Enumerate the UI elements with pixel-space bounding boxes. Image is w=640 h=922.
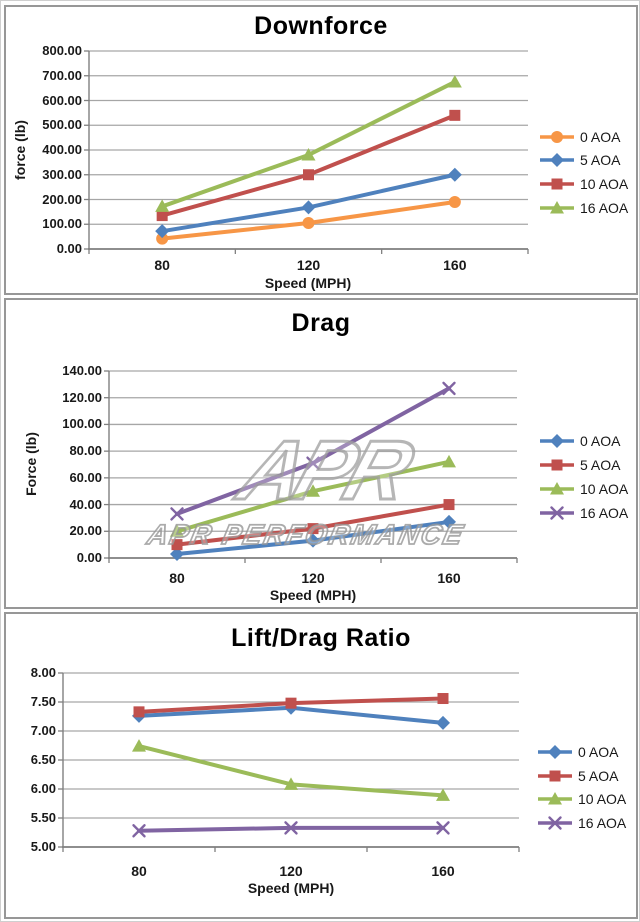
x-axis-tick-label: 120 bbox=[296, 257, 321, 273]
y-axis-tick-label: 400.00 bbox=[42, 142, 82, 157]
drag-y-axis-title: Force (lb) bbox=[23, 432, 39, 496]
y-axis-tick-label: 8.00 bbox=[30, 665, 56, 680]
y-axis-tick-label: 300.00 bbox=[42, 166, 82, 182]
x-axis-tick-label: 120 bbox=[279, 863, 303, 879]
x-axis-tick-label: 80 bbox=[131, 863, 147, 879]
legend-label: 10 AOA bbox=[578, 791, 627, 807]
y-axis-tick-label: 20.00 bbox=[69, 523, 102, 539]
legend-label: 16 AOA bbox=[578, 815, 627, 831]
legend-label: 0 AOA bbox=[580, 433, 621, 449]
x-axis-tick-label: 120 bbox=[301, 570, 325, 586]
legend-label: 16 AOA bbox=[580, 505, 629, 521]
downforce-chart-title: Downforce bbox=[254, 12, 388, 40]
drag-chart-title: Drag bbox=[291, 309, 351, 337]
y-axis-tick-label: 100.00 bbox=[42, 216, 82, 232]
y-axis-tick-label: 120.00 bbox=[62, 389, 102, 405]
y-axis-tick-label: 60.00 bbox=[69, 469, 102, 485]
y-axis-tick-label: 140.00 bbox=[62, 363, 102, 378]
drag-plot-area bbox=[104, 370, 574, 563]
y-axis-tick-label: 800.00 bbox=[42, 43, 82, 58]
lift-drag-ratio-plot-area bbox=[58, 672, 572, 852]
y-axis-tick-label: 5.50 bbox=[30, 810, 56, 825]
downforce-x-axis-title: Speed (MPH) bbox=[264, 275, 352, 291]
x-axis-tick-label: 160 bbox=[437, 570, 461, 586]
legend-label: 10 AOA bbox=[580, 176, 629, 192]
legend-label: 16 AOA bbox=[580, 200, 629, 216]
x-axis-tick-label: 80 bbox=[154, 257, 170, 273]
y-axis-tick-label: 40.00 bbox=[69, 496, 102, 512]
legend-label: 5 AOA bbox=[580, 457, 621, 473]
legend-label: 0 AOA bbox=[580, 129, 621, 145]
downforce-chart-panel: Downforce force (lb) Speed (MPH) 0.00 100… bbox=[4, 5, 638, 295]
legend-label: 5 AOA bbox=[580, 152, 621, 168]
y-axis-tick-label: 0.00 bbox=[56, 241, 82, 256]
y-axis-tick-label: 6.00 bbox=[30, 781, 56, 796]
downforce-plot-area bbox=[84, 50, 574, 254]
y-axis-tick-label: 5.00 bbox=[30, 839, 56, 854]
y-axis-tick-label: 0.00 bbox=[76, 550, 102, 565]
x-axis-tick-label: 160 bbox=[431, 863, 455, 879]
x-axis-tick-label: 160 bbox=[443, 257, 467, 273]
lift-drag-ratio-chart-title: Lift/Drag Ratio bbox=[231, 624, 411, 652]
lift-drag-ratio-x-axis-title: Speed (MPH) bbox=[247, 880, 335, 896]
y-axis-tick-label: 80.00 bbox=[69, 443, 102, 459]
y-axis-tick-label: 500.00 bbox=[42, 117, 82, 133]
drag-chart-panel: APR APR PERFORMANCE Drag Force (lb) Spee… bbox=[4, 298, 638, 609]
drag-x-axis-title: Speed (MPH) bbox=[269, 587, 357, 603]
y-axis-tick-label: 7.50 bbox=[30, 694, 56, 709]
y-axis-tick-label: 700.00 bbox=[42, 67, 82, 83]
legend-label: 5 AOA bbox=[578, 768, 619, 784]
y-axis-tick-label: 200.00 bbox=[42, 191, 82, 207]
y-axis-tick-label: 7.00 bbox=[30, 723, 56, 738]
y-axis-tick-label: 6.50 bbox=[30, 752, 56, 767]
x-axis-tick-label: 80 bbox=[169, 570, 185, 586]
y-axis-tick-label: 600.00 bbox=[42, 92, 82, 108]
y-axis-tick-label: 100.00 bbox=[62, 416, 102, 432]
legend-label: 10 AOA bbox=[580, 481, 629, 497]
legend-label: 0 AOA bbox=[578, 744, 619, 760]
lift-drag-ratio-chart-panel: Lift/Drag Ratio Speed (MPH) 5.00 5.50 6.00… bbox=[4, 612, 638, 919]
